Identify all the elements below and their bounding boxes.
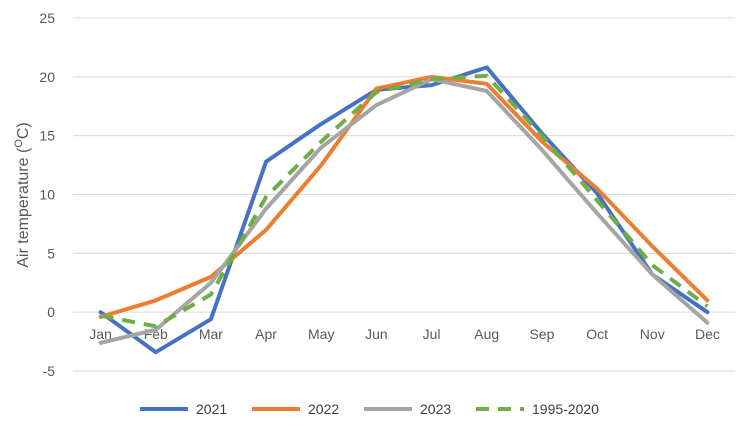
legend-label: 2023 [420,401,451,417]
x-tick-label: Aug [474,326,499,342]
y-tick-label: 15 [39,128,55,144]
series-line-2023 [98,77,710,345]
y-tick-label: 0 [47,304,55,320]
x-tick-label: May [308,326,334,342]
y-tick-label: 10 [39,187,55,203]
legend-label: 2021 [196,401,227,417]
y-tick-label: 5 [47,245,55,261]
x-tick-label: Apr [255,326,277,342]
y-axis-title-superscript: O [13,139,25,148]
legend-label: 2022 [308,401,339,417]
gridlines [73,17,735,372]
series-line-2021 [98,65,710,355]
series-line-2022 [98,74,710,319]
x-tick-label: Nov [640,326,665,342]
y-axis-title-text: Air temperature ( [15,147,32,268]
x-tick-label: Jan [89,326,112,342]
x-axis-ticks: Jan Feb Mar Apr May Jun Jul Aug Sep Oct Nov Dec [89,326,720,342]
legend: 2021 2022 2023 1995-2020 [140,401,599,417]
x-tick-label: Mar [199,326,223,342]
y-axis-ticks: -5 0 5 10 15 20 25 [39,10,55,379]
series-line-1995-2020 [100,73,709,329]
x-tick-label: Dec [695,326,720,342]
y-axis-title: Air temperature (OC) [13,122,32,268]
y-tick-label: 20 [39,69,55,85]
series-lines [98,65,710,355]
x-tick-label: Jul [423,326,441,342]
y-tick-label: -5 [43,363,56,379]
legend-label: 1995-2020 [532,401,599,417]
y-axis-title-unit: C) [15,122,32,139]
x-tick-label: Sep [529,326,554,342]
x-tick-label: Jun [365,326,388,342]
x-tick-label: Oct [586,326,608,342]
y-tick-label: 25 [39,10,55,26]
